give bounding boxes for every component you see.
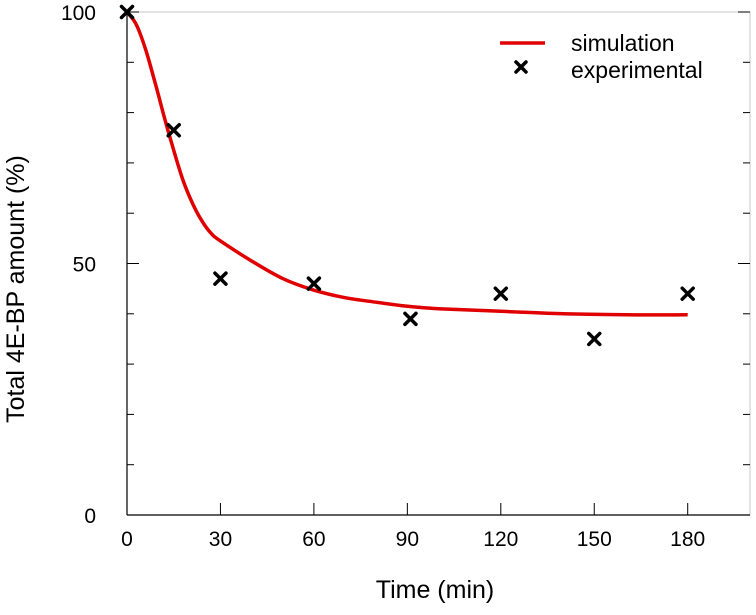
x-marker-stroke [680, 286, 695, 301]
x-marker-stroke [403, 311, 418, 327]
x-tick-label: 60 [302, 528, 325, 551]
data-point-experimental [493, 286, 509, 301]
data-point-experimental [403, 311, 418, 327]
plot-frame [126, 11, 751, 516]
y-axis-title: Total 4E-BP amount (%) [2, 155, 30, 423]
x-marker-stroke [587, 331, 602, 347]
legend-box [490, 26, 740, 84]
y-axis-ticks: 0 50 100 [61, 2, 750, 528]
legend: simulation experimental [490, 26, 740, 84]
legend-swatch-experimental [514, 60, 528, 74]
x-marker-stroke [213, 271, 228, 286]
x-tick-label: 180 [670, 528, 705, 551]
x-marker-stroke [306, 276, 322, 291]
data-point-experimental [306, 276, 322, 291]
data-point-experimental [213, 271, 228, 286]
x-marker-stroke [119, 4, 135, 20]
x-axis-ticks: 0 30 60 90 120 150 180 [121, 503, 705, 551]
x-marker-stroke [166, 122, 181, 138]
y-minor-ticks [127, 61, 750, 466]
x-tick-label: 30 [209, 528, 232, 551]
series-line-simulation [125, 10, 688, 317]
legend-label-experimental: experimental [571, 57, 703, 83]
y-tick-label: 100 [61, 2, 96, 25]
x-tick-label: 150 [577, 528, 612, 551]
data-point-experimental [680, 286, 695, 301]
data-point-experimental [166, 122, 181, 138]
data-point-experimental [587, 331, 602, 347]
series-layer [119, 4, 695, 347]
x-tick-label: 120 [483, 528, 518, 551]
x-tick-label: 0 [121, 528, 133, 551]
y-tick-label: 50 [73, 254, 96, 277]
data-point-experimental [119, 4, 135, 20]
x-marker-stroke [493, 286, 509, 301]
plot-area-border [126, 11, 751, 516]
y-tick-label: 0 [84, 505, 96, 528]
x-axis-title: Time (min) [376, 576, 495, 604]
x-tick-label: 90 [396, 528, 419, 551]
legend-label-simulation: simulation [571, 30, 675, 56]
